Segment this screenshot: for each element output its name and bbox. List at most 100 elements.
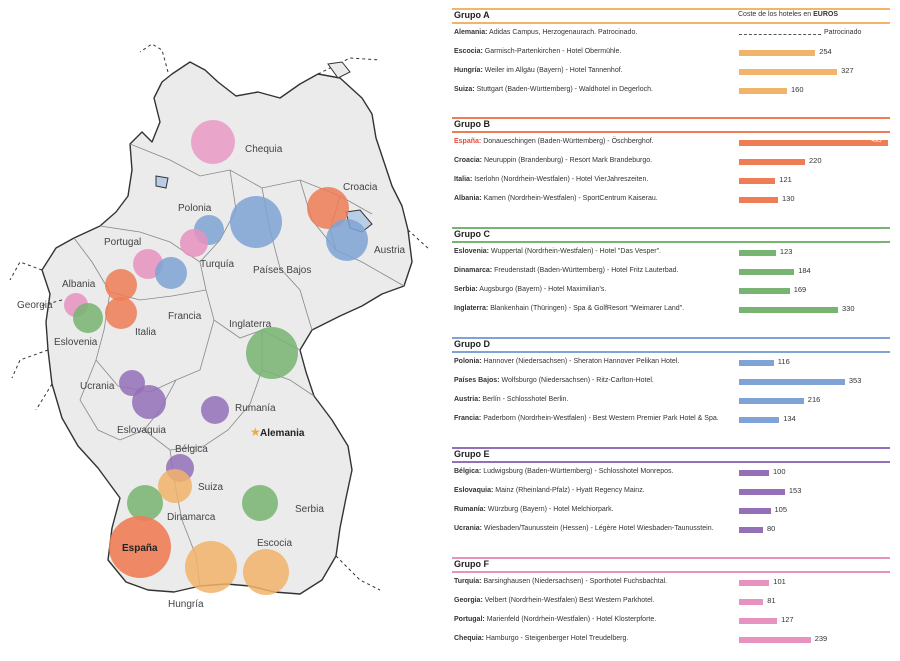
group-a: Grupo A Coste de los hoteles en EUROS Alem… [452,8,890,112]
group-title: Grupo C [454,229,490,239]
hotel-description: Adidas Campus, Herzogenaurach. Patrocina… [489,29,638,36]
cost-header-unit: EUROS [813,11,839,18]
cost-value: 116 [777,357,790,366]
team-row: Austria: Berlín - Schlosshotel Berlin. 21… [452,394,890,408]
map-point-turquia [180,229,208,257]
hotel-description: Wiesbaden/Taunusstein (Hessen) - Légère … [483,525,714,532]
team-country: Polonia: [454,358,482,365]
map-point-italia [105,297,137,329]
hotel-description: Ludwigsburg (Baden-Württemberg) - Schlos… [483,468,674,475]
cost-value: 100 [773,467,786,476]
map-label-inglaterra: Inglaterra [229,319,272,330]
map-point-escocia [243,549,289,595]
cost-bar [739,50,816,56]
map-point-croacia [307,187,349,229]
hotel-description: Weiler im Allgäu (Bayern) - Hotel Tannen… [484,67,623,74]
map-label-dinamarca: Dinamarca [167,512,216,523]
map-point-suiza [158,469,192,503]
hotel-description: Würzburg (Bayern) - Hotel Melchiorpark. [487,506,614,513]
neighbor-borders [9,43,431,591]
map-label-suiza: Suiza [198,482,223,493]
cost-value: 127 [781,615,794,624]
team-country: Inglaterra: [454,305,489,312]
map-label-georgia: Georgia [17,300,53,311]
team-country: Turquía: [454,578,482,585]
group-d: Grupo D Polonia: Hannover (Niedersachsen)… [452,337,890,441]
map-label-ucrania: Ucrania [80,381,115,392]
team-row: Serbia: Augsburgo (Bayern) - Hotel Maxim… [452,284,890,298]
hotel-description: Blankenhain (Thüringen) - Spa & GolfReso… [490,305,685,312]
hotel-description: Garmisch-Partenkirchen - Hotel Obermühle… [484,48,622,55]
team-row: España: Donaueschingen (Baden-Württember… [452,136,890,150]
groups-panel: Grupo A Coste de los hoteles en EUROS Alem… [452,8,890,648]
map-label-belgica: Bélgica [175,444,208,455]
cost-bar [739,307,838,313]
map-label-alemania: Alemania [260,428,305,439]
team-country: Alemania: [454,29,488,36]
map-label-escocia: Escocia [257,538,292,549]
cost-value: 184 [798,266,811,275]
team-hotel-text: Polonia: Hannover (Niedersachsen) - Sher… [454,358,679,365]
team-hotel-text: Croacia: Neuruppin (Brandenburg) - Resor… [454,157,652,164]
team-hotel-text: Alemania: Adidas Campus, Herzogenaurach.… [454,29,637,36]
group-f: Grupo F Turquía: Barsinghausen (Niedersac… [452,557,890,661]
group-bottom-line [452,131,890,133]
cost-value: 130 [782,194,795,203]
cost-bar [739,489,785,495]
cost-bar [739,178,776,184]
cost-value: 216 [807,395,821,404]
team-hotel-text: Bélgica: Ludwigsburg (Baden-Württemberg)… [454,468,673,475]
team-hotel-text: Inglaterra: Blankenhain (Thüringen) - Sp… [454,305,684,312]
cost-bar [739,398,804,404]
map-label-rumania: Rumanía [235,403,276,414]
team-country: Austria: [454,396,481,403]
team-hotel-text: España: Donaueschingen (Baden-Württember… [454,138,654,145]
team-row: Suiza: Stuttgart (Baden-Württemberg) - W… [452,84,890,98]
team-row: Italia: Iserlohn (Nordrhein-Westfalen) -… [452,174,890,188]
team-country: Georgia: [454,597,483,604]
map-point-rumania [201,396,229,424]
team-country: Eslovenia: [454,248,490,255]
cost-bar [739,140,888,146]
cost-bar [739,69,838,75]
cost-value: 81 [767,596,776,605]
cost-value: 134 [783,414,796,423]
cost-bar [739,250,776,256]
map-point-dinamarca [127,485,163,521]
team-country: Albania: [454,195,482,202]
map-label-croacia: Croacia [343,182,378,193]
group-title: Grupo B [454,119,490,129]
team-hotel-text: Turquía: Barsinghausen (Niedersachsen) -… [454,578,667,585]
map-point-serbia [242,485,278,521]
team-row: Rumanía: Würzburg (Bayern) - Hotel Melch… [452,504,890,518]
map-label-chequia: Chequia [245,144,283,155]
team-hotel-text: Chequia: Hamburgo - Steigenberger Hotel … [454,635,628,642]
cost-bar [739,88,787,94]
map-point-eslovenia [73,303,103,333]
team-row: Francia: Paderborn (Nordrhein-Westfalen)… [452,413,890,427]
group-top-line [452,337,890,339]
cost-value: 153 [788,486,802,495]
group-title: Grupo E [454,449,490,459]
team-country: Croacia: [454,157,483,164]
map-label-albania: Albania [62,279,96,290]
map-label-portugal: Portugal [104,237,141,248]
team-country: Francia: [454,415,482,422]
cost-bar [739,599,764,605]
map-label-paises-bajos: Países Bajos [253,265,311,276]
cost-bar [739,527,763,533]
map-point-inglaterra [246,327,298,379]
team-hotel-text: Hungría: Weiler im Allgäu (Bayern) - Hot… [454,67,623,74]
map-point-paises-bajos [230,196,282,248]
hotel-description: Stuttgart (Baden-Württemberg) - Waldhote… [476,86,653,93]
cost-bar [739,288,790,294]
cost-value: 105 [774,505,788,514]
cost-bar [739,417,780,423]
cost-value: 80 [767,524,776,533]
group-bottom-line [452,241,890,243]
hotel-description: Iserlohn (Nordrhein-Westfalen) - Hotel V… [474,176,649,183]
team-country: Chequia: [454,635,484,642]
map-point-chequia [191,120,235,164]
group-top-line [452,227,890,229]
cost-value: 160 [791,85,804,94]
